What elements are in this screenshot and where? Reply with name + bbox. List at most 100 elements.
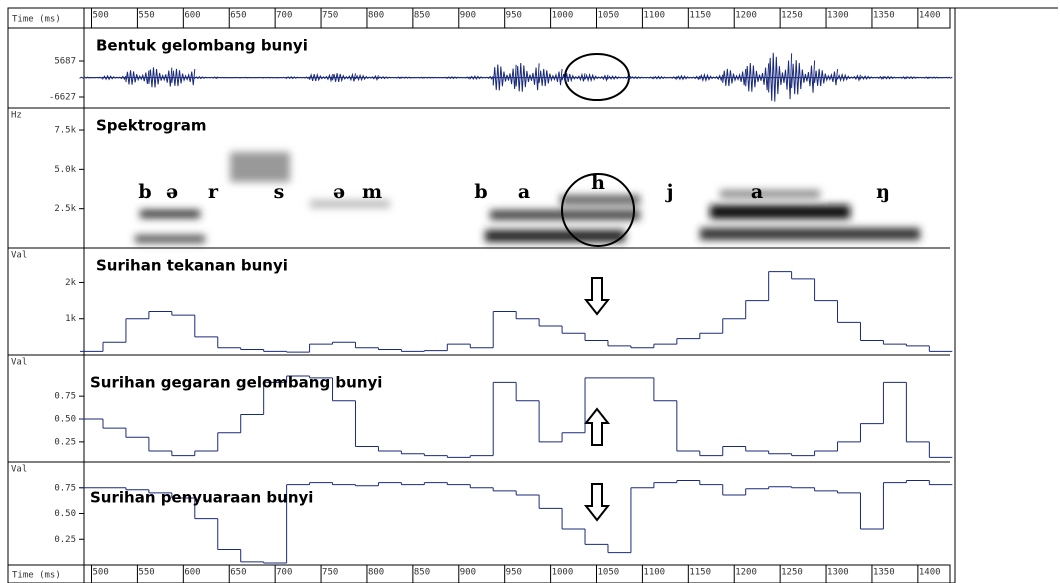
y-tick-label: 0.25 [54, 437, 76, 447]
panel-title: Bentuk gelombang bunyi [96, 37, 308, 55]
time-tick-label: 950 [506, 11, 522, 21]
waveform-segment [263, 76, 287, 79]
time-tick-label: 750 [322, 11, 338, 21]
phoneme-label: j [665, 181, 674, 203]
y-tick-label: 7.5k [54, 126, 76, 136]
waveform-segment [882, 75, 907, 80]
time-tick-label: 1300 [827, 11, 849, 21]
y-tick-label: 0.25 [54, 535, 76, 545]
waveform-segment [125, 70, 150, 85]
phoneme-label: b [138, 181, 151, 203]
formant [135, 235, 205, 243]
panel-title: Surihan tekanan bunyi [96, 257, 288, 275]
time-tick-label: 900 [460, 568, 476, 578]
time-tick-label: 900 [460, 11, 476, 21]
time-tick-label: 1150 [689, 568, 711, 578]
time-tick-label: 500 [93, 568, 109, 578]
formant [310, 200, 390, 208]
phoneme-label: ə [166, 181, 178, 203]
time-tick-label: 1100 [643, 568, 665, 578]
y-tick-label: 0.50 [54, 415, 76, 425]
highlight-circle [561, 173, 635, 247]
phoneme-label: a [518, 181, 530, 203]
spectrogram-image [135, 152, 920, 243]
time-tick-label: 650 [230, 11, 246, 21]
time-tick-label: 650 [230, 568, 246, 578]
time-axis-label: Time (ms) [12, 15, 61, 25]
waveform-segment [240, 76, 264, 79]
waveform-segment [400, 76, 425, 79]
waveform-segment [171, 68, 196, 87]
waveform-segment [354, 73, 379, 82]
formant [560, 195, 640, 205]
waveform-segment [515, 62, 540, 92]
waveform-segment [286, 76, 310, 80]
time-tick-label: 600 [184, 568, 200, 578]
waveform-segment [538, 68, 563, 87]
formant [720, 190, 820, 198]
waveform-segment [607, 75, 632, 81]
time-tick-label: 500 [93, 11, 109, 21]
formant [700, 228, 920, 240]
y-tick-label: -6627 [49, 93, 76, 103]
waveform-segment [837, 72, 861, 83]
phoneme-label: s [274, 181, 285, 203]
time-tick-label: 1350 [873, 568, 895, 578]
waveform-segment [630, 76, 655, 80]
time-tick-label: 850 [414, 568, 430, 578]
waveform-segment [584, 72, 609, 83]
waveform-segment [859, 75, 884, 81]
time-tick-label: 850 [414, 11, 430, 21]
waveform-segment [332, 72, 356, 83]
highlight-circle [564, 53, 630, 101]
time-tick-label: 800 [368, 11, 384, 21]
time-tick-label: 1000 [552, 11, 574, 21]
phoneme-label: b [474, 181, 487, 203]
time-tick-label: 950 [506, 568, 522, 578]
waveform-segment [446, 76, 471, 80]
y-tick-label: 0.75 [54, 392, 76, 402]
arrow-down [583, 483, 611, 522]
waveform-segment [722, 68, 747, 87]
time-tick-label: 1200 [735, 11, 757, 21]
time-tick-label: 1250 [781, 568, 803, 578]
y-tick-label: 2k [65, 278, 76, 288]
phoneme-label: r [208, 181, 219, 203]
waveform-segment [309, 72, 334, 83]
time-tick-label: 550 [138, 11, 154, 21]
waveform-segment [768, 52, 793, 102]
time-tick-label: 1350 [873, 11, 895, 21]
waveform-segment [653, 75, 678, 80]
time-tick-label: 1100 [643, 11, 665, 21]
arrow-up [583, 407, 611, 446]
waveform-segment [905, 76, 930, 80]
time-tick-label: 1000 [552, 568, 574, 578]
waveform-segment [791, 60, 816, 95]
time-tick-label: 1200 [735, 568, 757, 578]
waveform-segment [79, 76, 104, 79]
panel-title: Surihan penyuaraan bunyi [90, 489, 313, 507]
panel-title: Surihan gegaran gelombang bunyi [90, 374, 382, 392]
unit-label: Hz [11, 111, 22, 121]
waveform-segment [745, 62, 770, 92]
arrow-down [583, 277, 611, 316]
time-tick-label: 1400 [919, 11, 941, 21]
waveform-segment [561, 72, 586, 83]
panel-title: Spektrogram [96, 117, 206, 135]
formant [140, 210, 200, 218]
waveform-segment [469, 75, 494, 81]
phoneme-label: ŋ [876, 181, 890, 203]
time-tick-label: 700 [276, 568, 292, 578]
phoneme-label: ə [333, 181, 345, 203]
unit-label: Val [11, 358, 27, 368]
time-tick-label: 550 [138, 568, 154, 578]
y-tick-label: 0.75 [54, 483, 76, 493]
waveform-segment [148, 67, 173, 88]
formant [485, 230, 625, 242]
formant [490, 210, 640, 220]
waveform-segment [492, 64, 517, 91]
waveform-segment [423, 76, 448, 79]
waveform-segment [699, 72, 724, 83]
